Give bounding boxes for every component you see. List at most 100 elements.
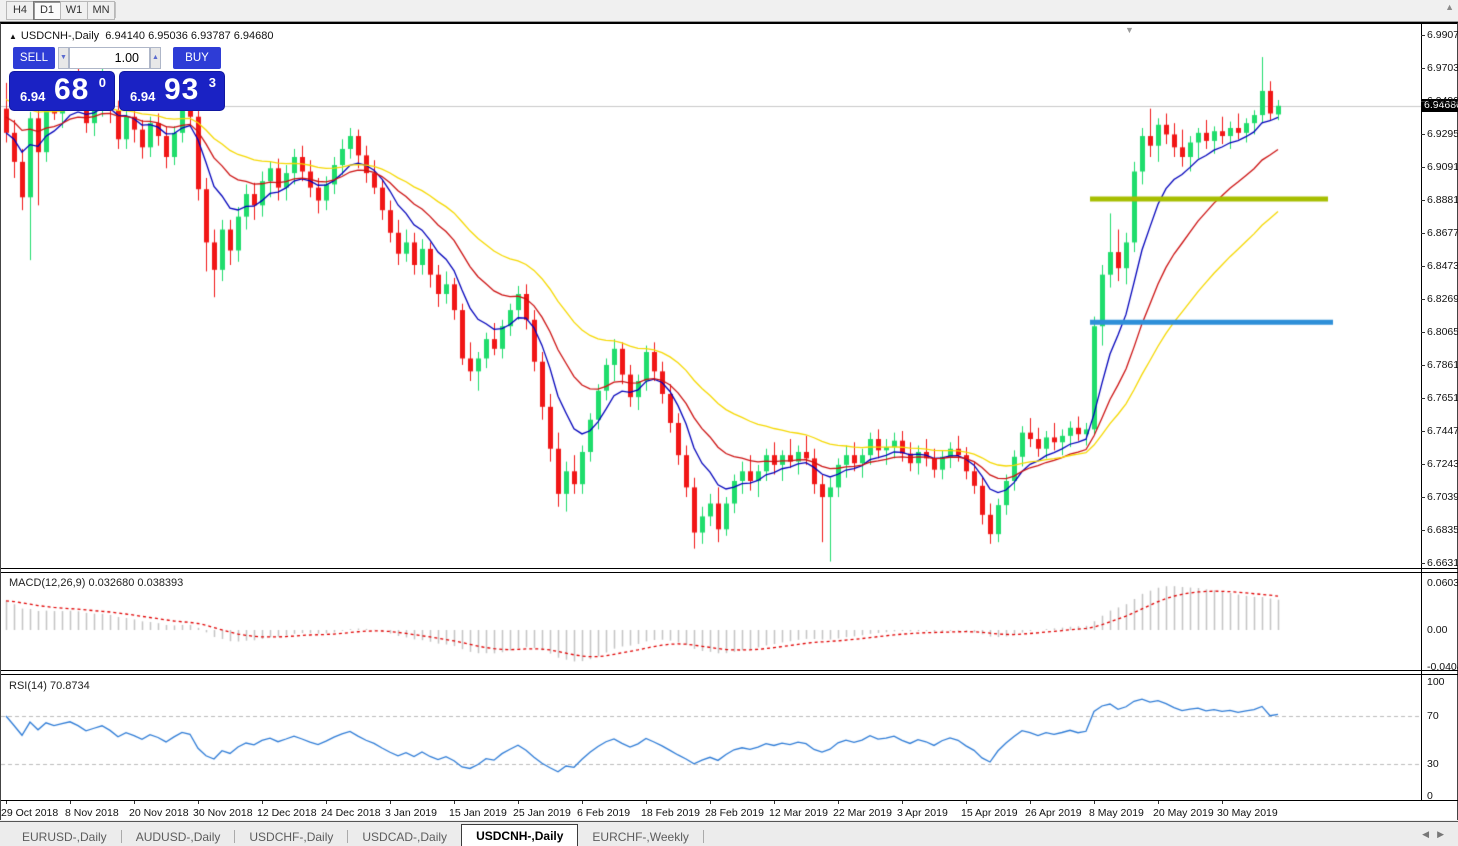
tab-divider	[702, 830, 704, 843]
buy-button[interactable]: BUY	[173, 47, 221, 69]
date-axis-tick	[326, 801, 327, 804]
bid-price-major: 6.94	[20, 89, 46, 104]
price-axis-label: 6.84730	[1427, 260, 1458, 272]
rsi-label: RSI(14) 70.8734	[9, 680, 90, 692]
date-axis-tick	[70, 801, 71, 804]
tab-divider	[234, 830, 236, 843]
date-axis-tick	[1030, 801, 1031, 804]
indicator-axis-label: 100	[1427, 676, 1445, 688]
chart-ohlc-values: 6.94140 6.95036 6.93787 6.94680	[105, 30, 274, 42]
rsi-indicator-canvas[interactable]	[1, 676, 1421, 800]
tab-eurchf-weekly[interactable]: EURCHF-,Weekly	[592, 830, 689, 844]
date-axis-tick	[710, 801, 711, 804]
date-axis-tick	[198, 801, 199, 804]
date-axis-label: 8 May 2019	[1089, 807, 1144, 819]
price-axis-label: 6.74470	[1427, 425, 1458, 437]
price-axis-tick	[1421, 35, 1425, 36]
chart-title: ▲ USDCNH-,Daily 6.94140 6.95036 6.93787 6…	[9, 30, 274, 42]
price-axis-tick	[1421, 563, 1425, 564]
date-axis-label: 30 Nov 2018	[193, 807, 253, 819]
price-axis-tick	[1421, 530, 1425, 531]
date-axis-tick	[6, 801, 7, 804]
tab-prev-icon[interactable]: ◀	[1422, 829, 1438, 839]
tab-usdcnh-daily[interactable]: USDCNH-,Daily	[461, 824, 579, 846]
current-price-tag: 6.94680	[1422, 99, 1458, 112]
timeframe-toolbar: H4 D1 W1 MN ▲	[0, 0, 1458, 22]
date-axis-label: 29 Oct 2018	[1, 807, 59, 819]
price-axis-tick	[1421, 233, 1425, 234]
price-axis-label: 6.94990	[1427, 95, 1458, 107]
date-axis-label: 3 Jan 2019	[385, 807, 437, 819]
date-axis-tick	[902, 801, 903, 804]
date-axis-tick	[518, 801, 519, 804]
price-axis-label: 6.82690	[1427, 293, 1458, 305]
ask-price-point: 3	[208, 75, 216, 90]
price-axis-divider	[1421, 24, 1422, 800]
pane-separator[interactable]	[1, 572, 1458, 573]
price-axis-label: 6.92950	[1427, 128, 1458, 140]
price-axis-tick	[1421, 398, 1425, 399]
date-axis-label: 3 Apr 2019	[897, 807, 948, 819]
price-axis-label: 6.86770	[1427, 227, 1458, 239]
bid-quote-box[interactable]: 6.94 68 0	[9, 71, 115, 111]
date-axis-label: 26 Apr 2019	[1025, 807, 1082, 819]
timeframe-button-mn[interactable]: MN	[87, 1, 115, 20]
price-axis-tick	[1421, 134, 1425, 135]
collapse-up-icon[interactable]: ▲	[1445, 2, 1454, 12]
volume-decrease-icon[interactable]: ▼	[58, 47, 69, 69]
date-axis-tick	[838, 801, 839, 804]
pane-separator[interactable]	[1, 670, 1458, 671]
indicator-axis-label: -0.04041	[1427, 661, 1458, 673]
price-axis-tick	[1421, 299, 1425, 300]
indicator-axis-label: 0.00	[1427, 624, 1448, 636]
price-chart-canvas[interactable]	[1, 26, 1421, 568]
price-axis-tick	[1421, 431, 1425, 432]
volume-increase-icon[interactable]: ▲	[150, 47, 161, 69]
price-axis-tick	[1421, 332, 1425, 333]
sell-button[interactable]: SELL	[13, 47, 55, 69]
pane-separator[interactable]	[1, 568, 1458, 569]
date-axis-label: 6 Feb 2019	[577, 807, 631, 819]
date-axis-label: 20 Nov 2018	[129, 807, 189, 819]
tab-next-icon[interactable]: ▶	[1437, 829, 1452, 839]
tab-scroll-arrows[interactable]: ◀▶	[1422, 829, 1452, 840]
chart-tab-bar: EURUSD-,Daily AUDUSD-,Daily USDCHF-,Dail…	[0, 821, 1458, 846]
ask-price-major: 6.94	[130, 89, 156, 104]
toolbar-separator	[115, 2, 116, 18]
date-axis-tick	[262, 801, 263, 804]
tab-usdcad-daily[interactable]: USDCAD-,Daily	[362, 830, 448, 844]
price-axis-tick	[1421, 167, 1425, 168]
pane-separator[interactable]	[1, 674, 1458, 675]
price-axis-label: 6.99070	[1427, 29, 1458, 41]
macd-indicator-canvas[interactable]	[1, 574, 1421, 670]
price-axis-tick	[1421, 497, 1425, 498]
price-axis-label: 6.72430	[1427, 458, 1458, 470]
price-axis-label: 6.78610	[1427, 359, 1458, 371]
date-axis-label: 30 May 2019	[1217, 807, 1278, 819]
timeframe-button-h4[interactable]: H4	[6, 1, 34, 20]
price-axis-label: 6.70390	[1427, 491, 1458, 503]
price-axis-tick	[1421, 464, 1425, 465]
tab-divider	[347, 830, 349, 843]
price-axis-label: 6.68350	[1427, 524, 1458, 536]
date-axis-tick	[134, 801, 135, 804]
bid-price-pips: 68	[54, 73, 90, 106]
chart-window: ▼ ▲USDCNH-,Daily 6.94140 6.95036 6.93787…	[0, 22, 1458, 820]
price-axis-tick	[1421, 200, 1425, 201]
date-axis-label: 8 Nov 2018	[65, 807, 119, 819]
macd-label: MACD(12,26,9) 0.032680 0.038393	[9, 577, 184, 589]
tab-audusd-daily[interactable]: AUDUSD-,Daily	[135, 830, 221, 844]
one-click-trade-panel: SELL ▼ ▲ BUY 6.94 68 0 6.94 93 3	[9, 47, 225, 129]
timeframe-button-w1[interactable]: W1	[60, 1, 88, 20]
price-axis-tick	[1421, 101, 1425, 102]
date-axis-label: 18 Feb 2019	[641, 807, 700, 819]
timeframe-button-d1[interactable]: D1	[33, 1, 61, 20]
tab-usdchf-daily[interactable]: USDCHF-,Daily	[249, 830, 334, 844]
date-axis-tick	[646, 801, 647, 804]
price-axis-tick	[1421, 365, 1425, 366]
tab-eurusd-daily[interactable]: EURUSD-,Daily	[22, 830, 107, 844]
volume-input[interactable]	[69, 47, 150, 69]
price-axis-tick	[1421, 68, 1425, 69]
ask-quote-box[interactable]: 6.94 93 3	[119, 71, 225, 111]
